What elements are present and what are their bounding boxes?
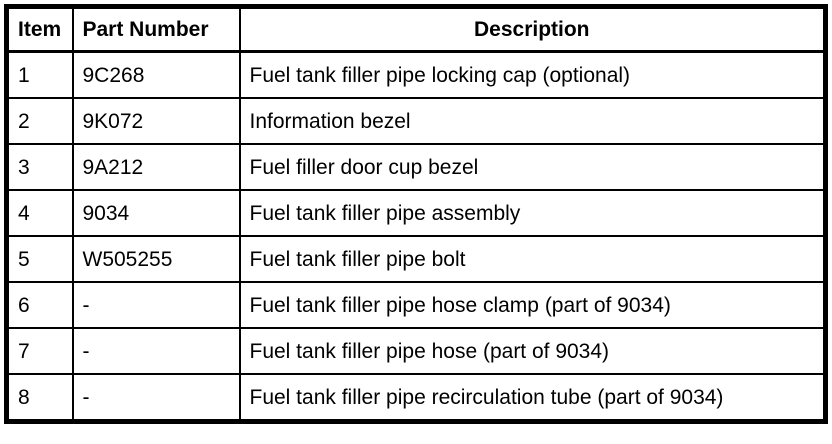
description-cell: Fuel tank filler pipe locking cap (optio… (238, 50, 827, 99)
description-cell: Fuel tank filler pipe hose clamp (part o… (238, 281, 827, 329)
item-cell: 5 (5, 235, 74, 283)
header-row: Item Part Number Description (5, 5, 827, 53)
part-number-cell: 9A212 (71, 143, 241, 191)
item-cell: 7 (5, 327, 74, 375)
description-cell: Fuel tank filler pipe bolt (238, 235, 827, 283)
item-cell: 6 (5, 281, 74, 329)
description-cell: Fuel tank filler pipe recirculation tube… (238, 373, 827, 423)
table-row: 5 W505255 Fuel tank filler pipe bolt (5, 235, 827, 283)
table-row: 1 9C268 Fuel tank filler pipe locking ca… (5, 50, 827, 99)
table-row: 2 9K072 Information bezel (5, 97, 827, 145)
item-cell: 1 (5, 50, 74, 99)
item-cell: 4 (5, 189, 74, 237)
table-row: 8 - Fuel tank filler pipe recirculation … (5, 373, 827, 423)
description-cell: Information bezel (238, 97, 827, 145)
part-number-cell: - (71, 327, 241, 375)
column-header-description: Description (238, 5, 827, 53)
part-number-cell: 9K072 (71, 97, 241, 145)
part-number-cell: - (71, 373, 241, 423)
parts-table: Item Part Number Description 1 9C268 Fue… (4, 4, 828, 424)
table-row: 3 9A212 Fuel filler door cup bezel (5, 143, 827, 191)
item-cell: 2 (5, 97, 74, 145)
table-row: 7 - Fuel tank filler pipe hose (part of … (5, 327, 827, 375)
table-row: 4 9034 Fuel tank filler pipe assembly (5, 189, 827, 237)
description-cell: Fuel tank filler pipe hose (part of 9034… (238, 327, 827, 375)
part-number-cell: - (71, 281, 241, 329)
part-number-cell: 9C268 (71, 50, 241, 99)
part-number-cell: W505255 (71, 235, 241, 283)
description-cell: Fuel filler door cup bezel (238, 143, 827, 191)
parts-table-header: Item Part Number Description (5, 5, 827, 53)
column-header-item: Item (5, 5, 74, 53)
column-header-part-number: Part Number (71, 5, 241, 53)
description-cell: Fuel tank filler pipe assembly (238, 189, 827, 237)
item-cell: 8 (5, 373, 74, 423)
parts-table-body: 1 9C268 Fuel tank filler pipe locking ca… (5, 50, 827, 423)
table-row: 6 - Fuel tank filler pipe hose clamp (pa… (5, 281, 827, 329)
parts-table-container: Item Part Number Description 1 9C268 Fue… (4, 4, 828, 424)
part-number-cell: 9034 (71, 189, 241, 237)
item-cell: 3 (5, 143, 74, 191)
